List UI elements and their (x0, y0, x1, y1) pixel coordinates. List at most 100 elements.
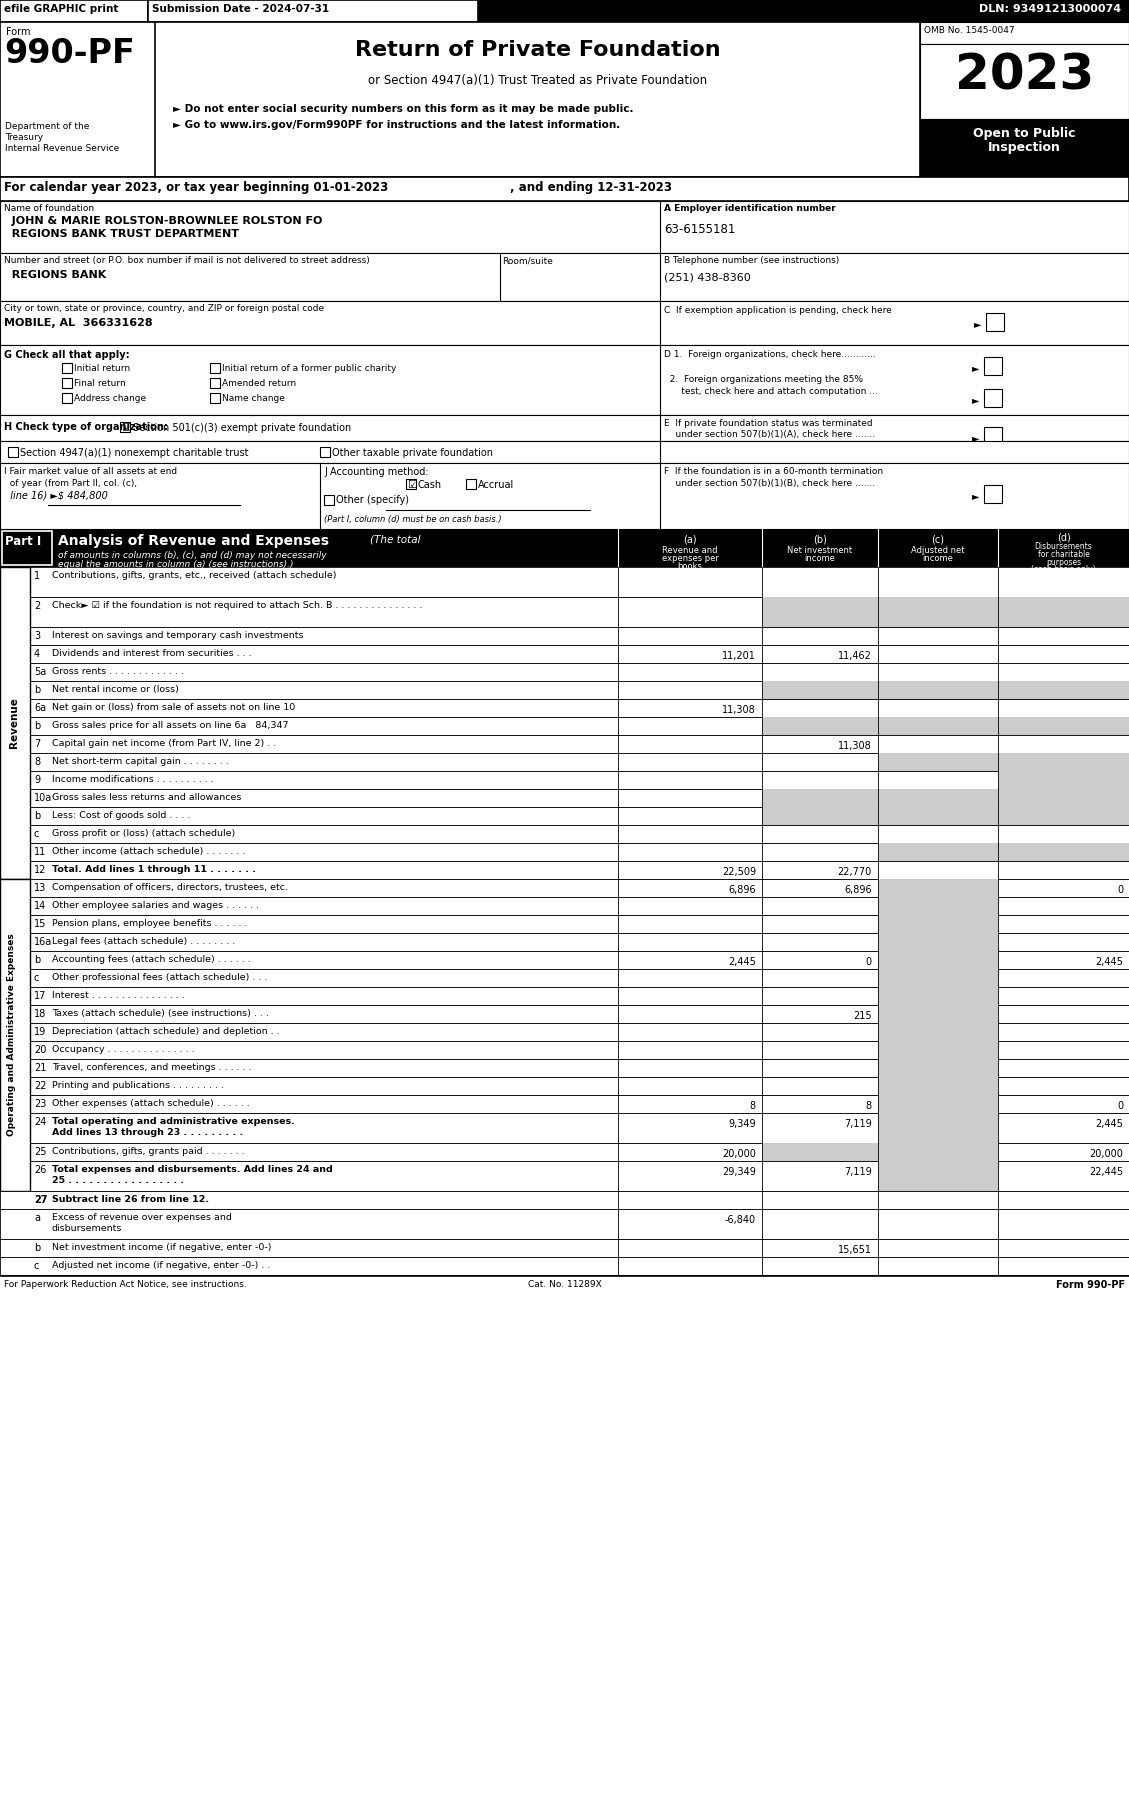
Text: (251) 438-8360: (251) 438-8360 (664, 273, 751, 282)
Text: Section 4947(a)(1) nonexempt charitable trust: Section 4947(a)(1) nonexempt charitable … (20, 448, 248, 458)
Text: Disbursements: Disbursements (1034, 541, 1093, 550)
Text: 12: 12 (34, 865, 46, 876)
Text: Revenue: Revenue (9, 698, 19, 748)
Text: 2,445: 2,445 (1095, 1118, 1123, 1129)
Text: test, check here and attach computation ...: test, check here and attach computation … (664, 387, 878, 396)
Bar (0, 566, 1129, 597)
Text: 990-PF: 990-PF (5, 38, 134, 70)
Text: For Paperwork Reduction Act Notice, see instructions.: For Paperwork Reduction Act Notice, see … (5, 1280, 247, 1289)
Bar (0, 176, 1129, 201)
Bar (0, 807, 1129, 825)
Text: b: b (34, 955, 41, 966)
Text: Net investment: Net investment (787, 547, 852, 556)
Bar (998, 789, 1129, 807)
Text: b: b (34, 811, 41, 822)
Text: Gross rents . . . . . . . . . . . . .: Gross rents . . . . . . . . . . . . . (52, 667, 184, 676)
Text: OMB No. 1545-0047: OMB No. 1545-0047 (924, 25, 1015, 34)
Text: 22,445: 22,445 (1088, 1167, 1123, 1178)
Text: JOHN & MARIE ROLSTON-BROWNLEE ROLSTON FO: JOHN & MARIE ROLSTON-BROWNLEE ROLSTON FO (5, 216, 323, 227)
Text: (The total: (The total (370, 534, 420, 545)
Bar (878, 1095, 998, 1113)
Text: C  If exemption application is pending, check here: C If exemption application is pending, c… (664, 306, 892, 315)
Text: (a): (a) (683, 536, 697, 545)
Text: Subtract line 26 from line 12.: Subtract line 26 from line 12. (52, 1196, 209, 1205)
Text: 16a: 16a (34, 937, 52, 948)
Text: 15: 15 (34, 919, 46, 930)
Text: 4: 4 (34, 649, 41, 660)
Text: Occupancy . . . . . . . . . . . . . . .: Occupancy . . . . . . . . . . . . . . . (52, 1045, 194, 1054)
Text: Number and street (or P.O. box number if mail is not delivered to street address: Number and street (or P.O. box number if… (5, 255, 370, 264)
Text: Form 990-PF: Form 990-PF (1056, 1280, 1124, 1289)
Bar (0, 681, 1129, 699)
Text: REGIONS BANK: REGIONS BANK (5, 270, 106, 280)
Bar (984, 388, 1003, 406)
Text: 11: 11 (34, 847, 46, 858)
Text: 10a: 10a (34, 793, 52, 804)
Text: Gross profit or (loss) (attach schedule): Gross profit or (loss) (attach schedule) (52, 829, 235, 838)
Text: 15,651: 15,651 (838, 1244, 872, 1255)
Text: ► Do not enter social security numbers on this form as it may be made public.: ► Do not enter social security numbers o… (173, 104, 633, 113)
Text: Add lines 13 through 23 . . . . . . . . .: Add lines 13 through 23 . . . . . . . . … (52, 1127, 243, 1136)
Text: Net gain or (loss) from sale of assets not on line 10: Net gain or (loss) from sale of assets n… (52, 703, 296, 712)
Text: I Fair market value of all assets at end: I Fair market value of all assets at end (5, 467, 177, 476)
Text: 0: 0 (866, 957, 872, 967)
Bar (878, 789, 998, 807)
Bar (0, 1257, 1129, 1275)
Text: c: c (34, 829, 40, 840)
Text: 7: 7 (34, 739, 41, 750)
Text: 8: 8 (750, 1100, 756, 1111)
Bar (998, 597, 1129, 628)
Text: A Employer identification number: A Employer identification number (664, 203, 835, 212)
Text: B Telephone number (see instructions): B Telephone number (see instructions) (664, 255, 839, 264)
Bar (878, 843, 998, 861)
Bar (0, 1208, 1129, 1239)
Bar (920, 22, 1129, 43)
Text: Final return: Final return (75, 379, 125, 388)
Text: under section 507(b)(1)(B), check here .......: under section 507(b)(1)(B), check here .… (664, 478, 875, 487)
Bar (210, 363, 220, 372)
Text: Contributions, gifts, grants, etc., received (attach schedule): Contributions, gifts, grants, etc., rece… (52, 572, 336, 581)
Bar (986, 313, 1004, 331)
Text: purposes: purposes (1045, 557, 1082, 566)
Bar (0, 254, 1129, 300)
Bar (0, 0, 148, 22)
Text: 2.  Foreign organizations meeting the 85%: 2. Foreign organizations meeting the 85% (664, 376, 863, 385)
Bar (0, 879, 1129, 897)
Bar (120, 423, 130, 432)
Bar (0, 915, 1129, 933)
Text: Submission Date - 2024-07-31: Submission Date - 2024-07-31 (152, 4, 330, 14)
Text: ►: ► (972, 363, 980, 372)
Bar (0, 717, 1129, 735)
Text: b: b (34, 1242, 41, 1253)
Text: ☑: ☑ (121, 423, 131, 433)
Text: b: b (34, 721, 41, 732)
Bar (320, 448, 330, 457)
Text: 20,000: 20,000 (1089, 1149, 1123, 1160)
Text: 26: 26 (34, 1165, 46, 1176)
Text: 8: 8 (866, 1100, 872, 1111)
Bar (920, 119, 1129, 176)
Text: 11,308: 11,308 (838, 741, 872, 752)
Text: Contributions, gifts, grants paid . . . . . . .: Contributions, gifts, grants paid . . . … (52, 1147, 245, 1156)
Text: ►: ► (974, 318, 981, 329)
Bar (0, 1113, 1129, 1144)
Text: 8: 8 (34, 757, 41, 768)
Text: 6,896: 6,896 (728, 885, 756, 895)
Bar (762, 717, 878, 735)
Text: 27: 27 (34, 1196, 47, 1205)
Bar (0, 1239, 1129, 1257)
Text: 5a: 5a (34, 667, 46, 678)
Text: Taxes (attach schedule) (see instructions) . . .: Taxes (attach schedule) (see instruction… (52, 1009, 269, 1018)
Bar (2, 530, 52, 565)
Bar (998, 843, 1129, 861)
Bar (0, 628, 1129, 645)
Bar (0, 771, 1129, 789)
Text: 0: 0 (1117, 885, 1123, 895)
Text: Treasury: Treasury (5, 133, 43, 142)
Text: Gross sales price for all assets on line 6a   84,347: Gross sales price for all assets on line… (52, 721, 289, 730)
Text: Dividends and interest from securities . . .: Dividends and interest from securities .… (52, 649, 252, 658)
Bar (878, 1162, 998, 1190)
Bar (984, 485, 1003, 503)
Text: For calendar year 2023, or tax year beginning 01-01-2023: For calendar year 2023, or tax year begi… (5, 182, 388, 194)
Bar (762, 807, 878, 825)
